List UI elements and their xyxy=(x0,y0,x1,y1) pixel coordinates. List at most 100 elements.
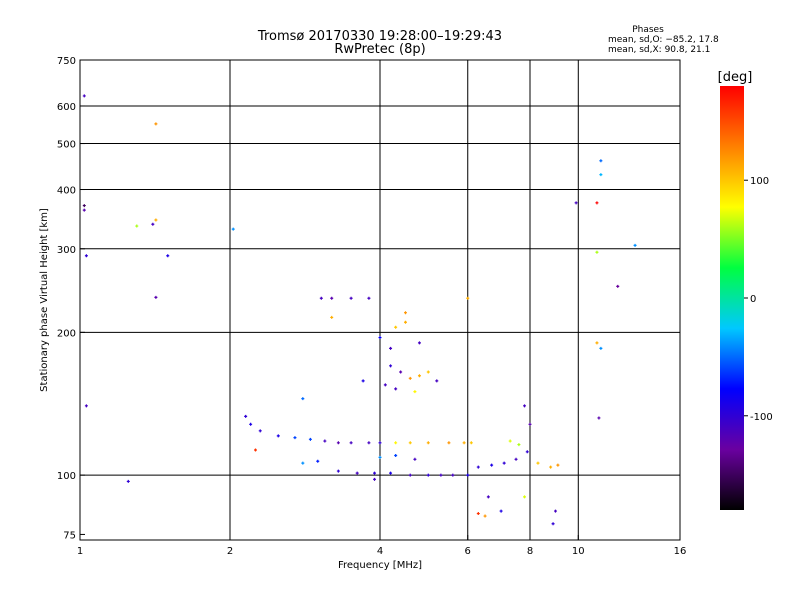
data-point xyxy=(367,296,371,300)
colorbar-tick-label: 100 xyxy=(750,176,769,187)
data-point xyxy=(126,479,130,483)
data-point xyxy=(553,509,557,513)
data-point xyxy=(616,284,620,288)
data-point xyxy=(253,448,257,452)
data-point xyxy=(154,295,158,299)
y-tick-label: 75 xyxy=(63,530,76,541)
data-point xyxy=(523,404,527,408)
data-point xyxy=(389,364,393,368)
data-point xyxy=(462,441,466,445)
data-point xyxy=(435,379,439,383)
data-point xyxy=(154,218,158,222)
data-point xyxy=(483,514,487,518)
data-point xyxy=(556,463,560,467)
data-point xyxy=(231,227,235,231)
data-point xyxy=(373,477,377,481)
data-point xyxy=(447,441,451,445)
data-point xyxy=(476,465,480,469)
data-point xyxy=(394,454,398,458)
data-point xyxy=(417,341,421,345)
data-point xyxy=(597,416,601,420)
data-point xyxy=(502,461,506,465)
data-point xyxy=(551,522,555,526)
data-point xyxy=(413,457,417,461)
data-point xyxy=(408,441,412,445)
data-point xyxy=(389,471,393,475)
data-point xyxy=(378,336,382,340)
data-point xyxy=(399,370,403,374)
data-point xyxy=(166,254,170,258)
y-axis-label: Stationary phase Virtual Height [km] xyxy=(39,208,50,392)
data-point xyxy=(349,441,353,445)
data-point xyxy=(84,254,88,258)
data-point xyxy=(394,325,398,329)
data-point xyxy=(508,439,512,443)
legend-title: Phases xyxy=(632,25,664,35)
data-point xyxy=(486,495,490,499)
data-point xyxy=(574,201,578,205)
x-tick-label: 4 xyxy=(377,546,383,557)
data-point xyxy=(549,465,553,469)
data-point xyxy=(469,441,473,445)
data-point xyxy=(403,311,407,315)
data-point xyxy=(336,441,340,445)
legend-line-o: mean, sd,O: −85.2, 17.8 xyxy=(608,35,719,45)
data-point xyxy=(135,224,139,228)
chart-title: Tromsø 20170330 19:28:00–19:29:43 xyxy=(257,29,502,44)
data-point xyxy=(244,414,248,418)
data-point xyxy=(378,441,382,445)
data-point xyxy=(355,471,359,475)
data-point xyxy=(373,471,377,475)
data-point xyxy=(336,469,340,473)
colorbar xyxy=(720,86,744,510)
y-tick-label: 400 xyxy=(57,186,76,197)
data-point xyxy=(378,455,382,459)
data-point xyxy=(330,296,334,300)
data-point xyxy=(426,370,430,374)
data-point xyxy=(426,473,430,477)
data-point xyxy=(151,222,155,226)
data-point xyxy=(367,441,371,445)
legend-line-x: mean, sd,X: 90.8, 21.1 xyxy=(608,45,710,55)
data-point xyxy=(394,387,398,391)
data-point xyxy=(330,315,334,319)
y-tick-label: 100 xyxy=(57,471,76,482)
colorbar-tick-label: -100 xyxy=(750,412,773,423)
data-point xyxy=(82,94,86,98)
colorbar-label: [deg] xyxy=(718,70,753,85)
x-axis-label: Frequency [MHz] xyxy=(338,560,422,571)
data-point xyxy=(293,436,297,440)
axis-ticks: 1 2 4 6 8 10 16 75 100 200 300 400 500 600 750 xyxy=(57,56,686,557)
data-point xyxy=(499,509,503,513)
data-point xyxy=(394,441,398,445)
data-point xyxy=(595,250,599,254)
data-point xyxy=(383,383,387,387)
data-point xyxy=(82,204,86,208)
data-point xyxy=(403,320,407,324)
data-point xyxy=(599,346,603,350)
data-point xyxy=(595,201,599,205)
data-point xyxy=(417,374,421,378)
data-point xyxy=(466,473,470,477)
data-point xyxy=(413,390,417,394)
data-point xyxy=(249,422,253,426)
x-tick-label: 1 xyxy=(77,546,83,557)
data-point xyxy=(595,341,599,345)
y-tick-label: 500 xyxy=(57,140,76,151)
data-point xyxy=(82,208,86,212)
data-point xyxy=(466,296,470,300)
gridlines xyxy=(80,60,680,540)
x-tick-label: 8 xyxy=(527,546,533,557)
data-point xyxy=(154,122,158,126)
chart-subtitle: RwPretec (8p) xyxy=(334,42,425,57)
x-tick-label: 2 xyxy=(227,546,233,557)
data-point xyxy=(84,404,88,408)
x-tick-label: 6 xyxy=(465,546,471,557)
data-point xyxy=(439,473,443,477)
data-point xyxy=(408,473,412,477)
data-point xyxy=(389,346,393,350)
y-tick-label: 200 xyxy=(57,328,76,339)
x-tick-label: 10 xyxy=(572,546,585,557)
data-point xyxy=(599,173,603,177)
